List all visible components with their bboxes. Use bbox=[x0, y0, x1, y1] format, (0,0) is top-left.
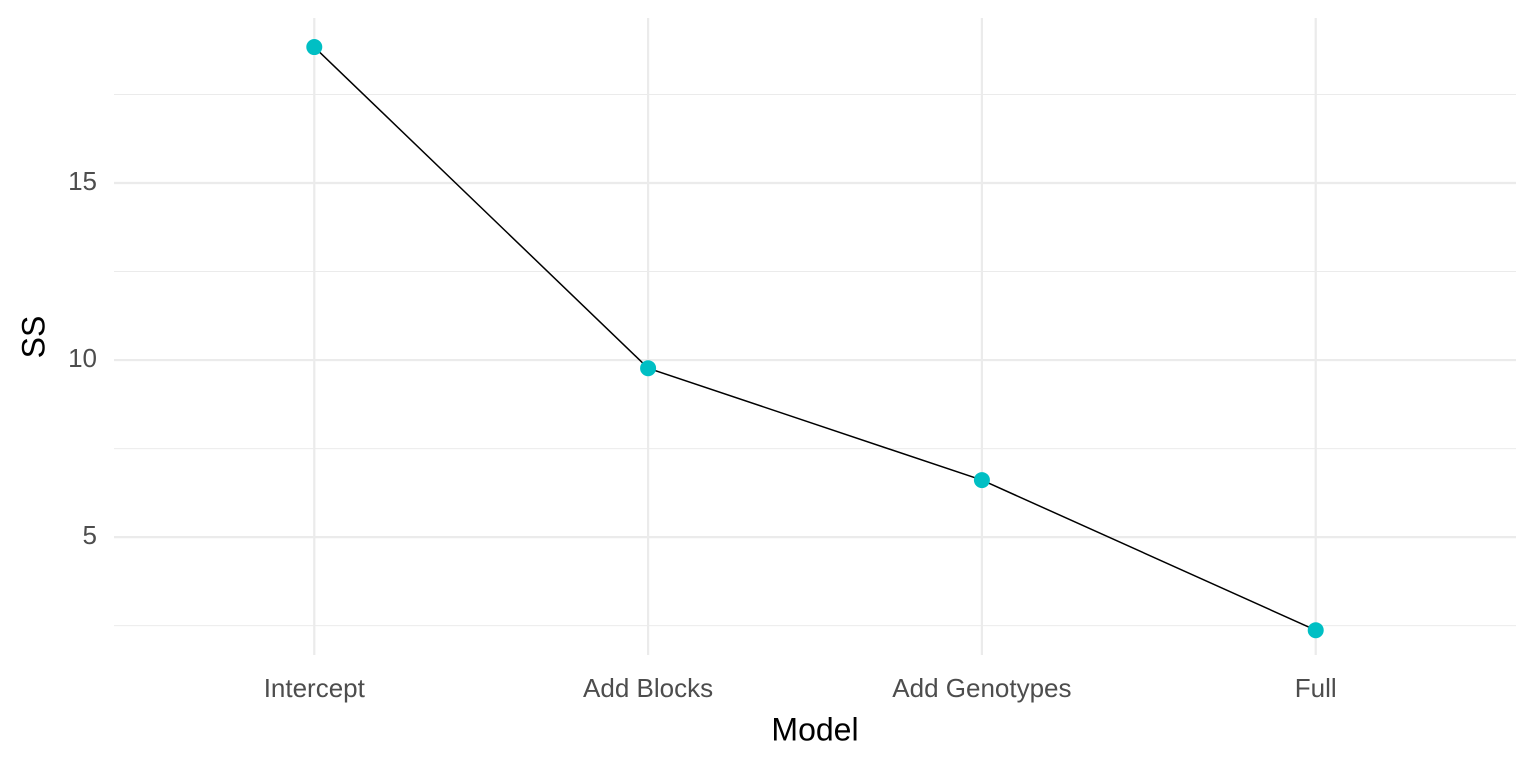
x-tick-label: Intercept bbox=[264, 673, 366, 703]
point bbox=[640, 360, 657, 377]
point bbox=[306, 39, 323, 56]
line bbox=[313, 46, 1317, 631]
y-axis-label: SS bbox=[15, 316, 51, 359]
y-tick-label: 10 bbox=[68, 343, 97, 373]
x-tick-label: Full bbox=[1295, 673, 1337, 703]
point bbox=[1307, 622, 1324, 639]
x-axis-label: Model bbox=[771, 711, 858, 747]
x-tick-label: Add Genotypes bbox=[892, 673, 1071, 703]
point bbox=[973, 472, 990, 489]
x-tick-label: Add Blocks bbox=[583, 673, 713, 703]
y-tick-label: 15 bbox=[68, 166, 97, 196]
y-tick-label: 5 bbox=[83, 520, 97, 550]
